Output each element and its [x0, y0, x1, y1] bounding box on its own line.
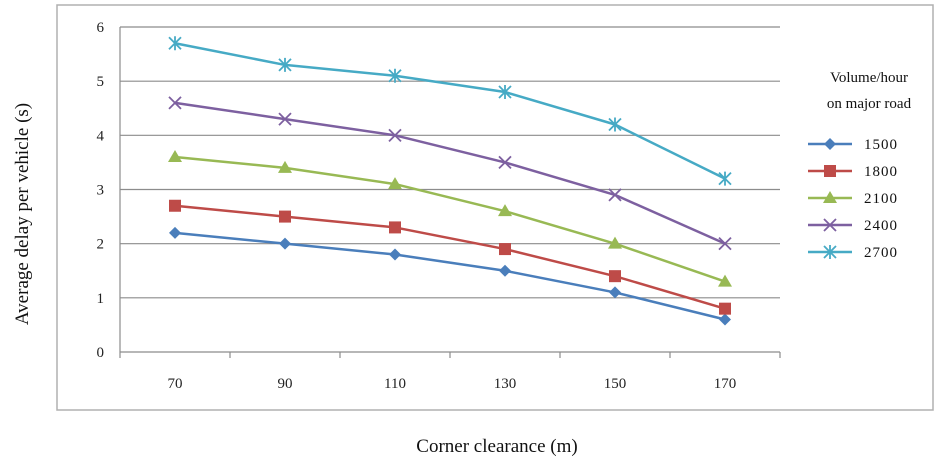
x-axis-title: Corner clearance (m) — [416, 436, 577, 457]
x-tick-label: 130 — [494, 376, 517, 392]
data-point-2700-90 — [278, 57, 292, 72]
legend-title-line-1: Volume/hour — [830, 70, 908, 86]
legend-item-1500: 1500 — [808, 137, 898, 153]
data-point-2700-70 — [168, 36, 182, 51]
data-point-1800-170 — [719, 302, 731, 315]
legend-swatch-marker — [823, 191, 837, 203]
y-tick-label: 5 — [97, 74, 105, 90]
data-point-2700-130 — [498, 85, 512, 99]
data-point-2100-130 — [498, 204, 512, 217]
data-point-2400-110 — [388, 128, 402, 142]
x-tick-label: 70 — [168, 376, 183, 392]
data-point-1800-150 — [609, 270, 621, 283]
series-line-2400 — [174, 101, 726, 245]
series-2400 — [168, 96, 732, 251]
y-tick-label: 3 — [97, 183, 105, 199]
x-tick-label: 90 — [278, 376, 293, 392]
data-point-2400-130 — [498, 155, 512, 170]
y-tick-label: 0 — [97, 345, 105, 361]
data-point-2400-70 — [168, 96, 182, 110]
legend-label: 2100 — [864, 191, 898, 207]
series-1800 — [169, 199, 731, 315]
data-point-1800-110 — [389, 221, 401, 234]
data-point-2400-90 — [278, 112, 292, 126]
series-line-2700 — [174, 42, 726, 180]
data-point-2700-170 — [718, 171, 732, 186]
legend-label: 1500 — [864, 137, 898, 153]
legend-label: 2700 — [864, 245, 898, 261]
y-tick-label: 6 — [97, 20, 105, 36]
series-2100 — [168, 150, 732, 287]
data-point-1500-130 — [499, 264, 511, 277]
series-1500 — [169, 226, 731, 326]
data-point-1500-110 — [389, 248, 401, 261]
series-2700 — [168, 36, 732, 186]
data-point-1500-150 — [609, 286, 621, 299]
x-tick-label: 110 — [384, 376, 406, 392]
y-axis-title: Average delay per vehicle (s) — [12, 103, 33, 325]
legend-items: 1500 1800 2100 2400 2700 — [808, 137, 898, 261]
series-line-2100 — [174, 155, 726, 283]
data-point-2400-150 — [608, 188, 622, 202]
data-point-2100-90 — [278, 160, 292, 173]
legend-swatch-marker — [824, 138, 836, 150]
legend-swatch-marker — [823, 218, 837, 232]
data-point-2700-110 — [388, 68, 402, 83]
y-axis-ticks: 0 1 2 3 4 5 6 — [97, 20, 105, 361]
data-point-1800-70 — [169, 199, 181, 212]
series-line-1800 — [174, 204, 726, 310]
legend-item-2100: 2100 — [808, 191, 898, 207]
legend-label: 1800 — [864, 164, 898, 180]
data-point-1800-90 — [279, 210, 291, 223]
data-point-1500-90 — [279, 237, 291, 250]
legend: Volume/hour on major road 1500 1800 2100 24… — [808, 70, 912, 261]
data-point-2100-170 — [718, 274, 732, 287]
data-point-2100-110 — [388, 177, 402, 190]
data-point-2700-150 — [608, 117, 622, 132]
data-point-2100-70 — [168, 150, 182, 162]
legend-swatch-marker — [824, 165, 836, 177]
series-group — [168, 36, 732, 326]
data-point-2100-150 — [608, 236, 622, 249]
data-point-1800-130 — [499, 243, 511, 256]
legend-swatch-marker — [823, 245, 837, 259]
series-line-1500 — [174, 231, 726, 321]
legend-title-line-2: on major road — [827, 96, 912, 112]
y-tick-label: 2 — [97, 237, 105, 253]
x-tick-label: 150 — [604, 376, 627, 392]
x-axis-ticks: 70 90 110 130 150 170 — [119, 352, 781, 392]
data-point-1500-70 — [169, 226, 181, 239]
legend-label: 2400 — [864, 218, 898, 234]
gridlines — [120, 26, 780, 299]
data-point-1500-170 — [719, 313, 731, 326]
legend-item-1800: 1800 — [808, 164, 898, 180]
data-point-2400-170 — [718, 237, 732, 251]
legend-item-2400: 2400 — [808, 218, 898, 234]
x-tick-label: 170 — [714, 376, 737, 392]
y-tick-label: 1 — [97, 291, 105, 307]
y-tick-label: 4 — [97, 128, 105, 144]
legend-item-2700: 2700 — [808, 245, 898, 261]
